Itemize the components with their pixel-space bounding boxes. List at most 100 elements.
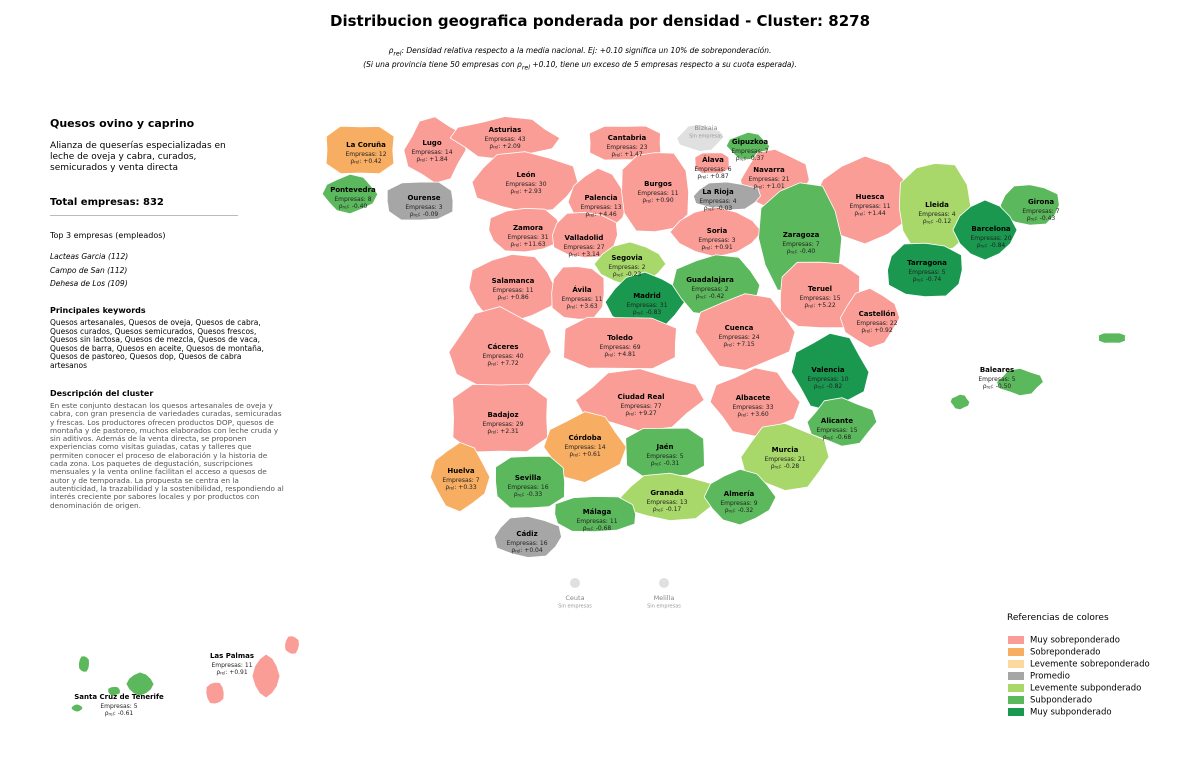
companies-value: 11 [671,190,679,197]
companies-prefix: Empresas: [100,703,131,710]
companies-prefix: Empresas: [405,204,436,211]
rho-sub: rel [518,493,523,498]
province-name: Alicante [821,417,853,425]
companies-value: 5 [1012,376,1016,383]
rho: ρrel: -0.68 [823,434,852,441]
companies: Empresas: 21 [748,176,789,183]
companies-prefix: Empresas: [507,484,538,491]
rho-sub: rel [491,362,496,367]
rho-symbol: ρ [983,383,987,390]
companies-value: 31 [660,302,668,309]
rho-symbol: ρ [651,460,655,467]
companies: Empresas: 31 [507,234,548,241]
province-shape [125,671,155,697]
intro: Alianza de queserías especializadas en l… [50,141,226,173]
province-shape [952,199,1018,261]
rho-symbol: ρ [604,351,608,358]
companies-prefix: Empresas: [345,151,376,158]
companies: Empresas: 23 [606,144,647,151]
subtitle-line: ρrel: Densidad relativa respecto a la me… [0,46,1160,60]
rho-sub: rel [587,527,592,532]
rho-suffix: : [745,155,747,162]
companies: Empresas: 31 [626,302,667,309]
province [887,242,963,298]
rho-suffix: : [762,183,764,190]
rho-suffix: : [660,460,662,467]
companies-prefix: Empresas: [606,144,637,151]
province [321,173,379,215]
rho-symbol: ρ [704,205,708,212]
rho-symbol: ρ [701,244,705,251]
rho-symbol: ρ [569,451,573,458]
rho-symbol: ρ [339,203,343,210]
rho-symbol: ρ [723,341,727,348]
province [669,206,763,258]
province-name: Valladolid [565,234,604,242]
rho-value: +1.01 [766,183,785,190]
rho-symbol: ρ [725,507,729,514]
companies-value: 3 [732,237,736,244]
rho-symbol: ρ [583,525,587,532]
companies-prefix: Empresas: [970,235,1001,242]
province [325,125,395,175]
rho-suffix: : [578,451,580,458]
rho: ρrel: -0.84 [977,242,1006,249]
rho-sub: rel [791,250,796,255]
rho-value: -0.43 [1040,215,1056,222]
companies-prefix: Empresas: [482,353,513,360]
rho-symbol: ρ [489,143,493,150]
rho-sub: rel [420,158,425,163]
province [692,181,761,211]
companies-value: 12 [379,151,387,158]
companies-value: 77 [654,403,662,410]
rho: ρrel: -0.09 [410,211,439,218]
rho-symbol: ρ [510,188,514,195]
rho: ρrel: +0.04 [511,547,543,554]
rho-sub: rel [927,220,932,225]
rho-sub: rel [729,509,734,514]
rho-value: +0.91 [229,669,248,676]
companies-prefix: Empresas: [626,302,657,309]
rho-sub: rel [981,244,986,249]
province [659,578,669,588]
rho-suffix: : [496,428,498,435]
province [839,287,901,349]
province-name: Badajoz [487,411,518,419]
rho-symbol: ρ [861,327,865,334]
rho-symbol: ρ [514,491,518,498]
province-name: Salamanca [492,277,535,285]
rho-symbol: ρ [410,211,414,218]
companies: Empresas: 33 [732,404,773,411]
rho-symbol: ρ [487,428,491,435]
top-list: Lacteas Garcia (112) Campo de San (112) … [50,250,128,291]
rho-suffix: : [1036,215,1038,222]
rho-symbol: ρ [216,669,220,676]
companies: Empresas: 7 [1022,208,1059,215]
rho-suffix: : [620,151,622,158]
companies: Empresas: 11 [849,203,890,210]
rho-sub: rel [589,213,594,218]
companies-prefix: Empresas: [807,376,838,383]
rho-sub: rel [573,453,578,458]
companies: Empresas: 69 [599,344,640,351]
province-name: Almería [724,490,755,498]
rho: ρrel: +11.63 [510,241,545,248]
rho-symbol: ρ [633,309,637,316]
companies: Empresas: 43 [484,136,525,143]
rho-value: +0.33 [458,484,477,491]
companies-value: 5 [942,269,946,276]
companies: Empresas: 10 [807,376,848,383]
no-data-label: Sin empresas [689,134,723,140]
rho-symbol: ρ [105,710,109,717]
province [488,207,562,253]
rho: ρrel: -0.42 [696,293,725,300]
rho-sub: rel [1031,217,1036,222]
companies-prefix: Empresas: [211,662,242,669]
rho: ρrel: +2.09 [489,143,521,150]
companies: Empresas: 13 [646,499,687,506]
companies-prefix: Empresas: [599,344,630,351]
rho-value: +4.81 [617,351,636,358]
province-name: Guadalajara [686,276,734,284]
rho-value: -0.61 [118,710,134,717]
